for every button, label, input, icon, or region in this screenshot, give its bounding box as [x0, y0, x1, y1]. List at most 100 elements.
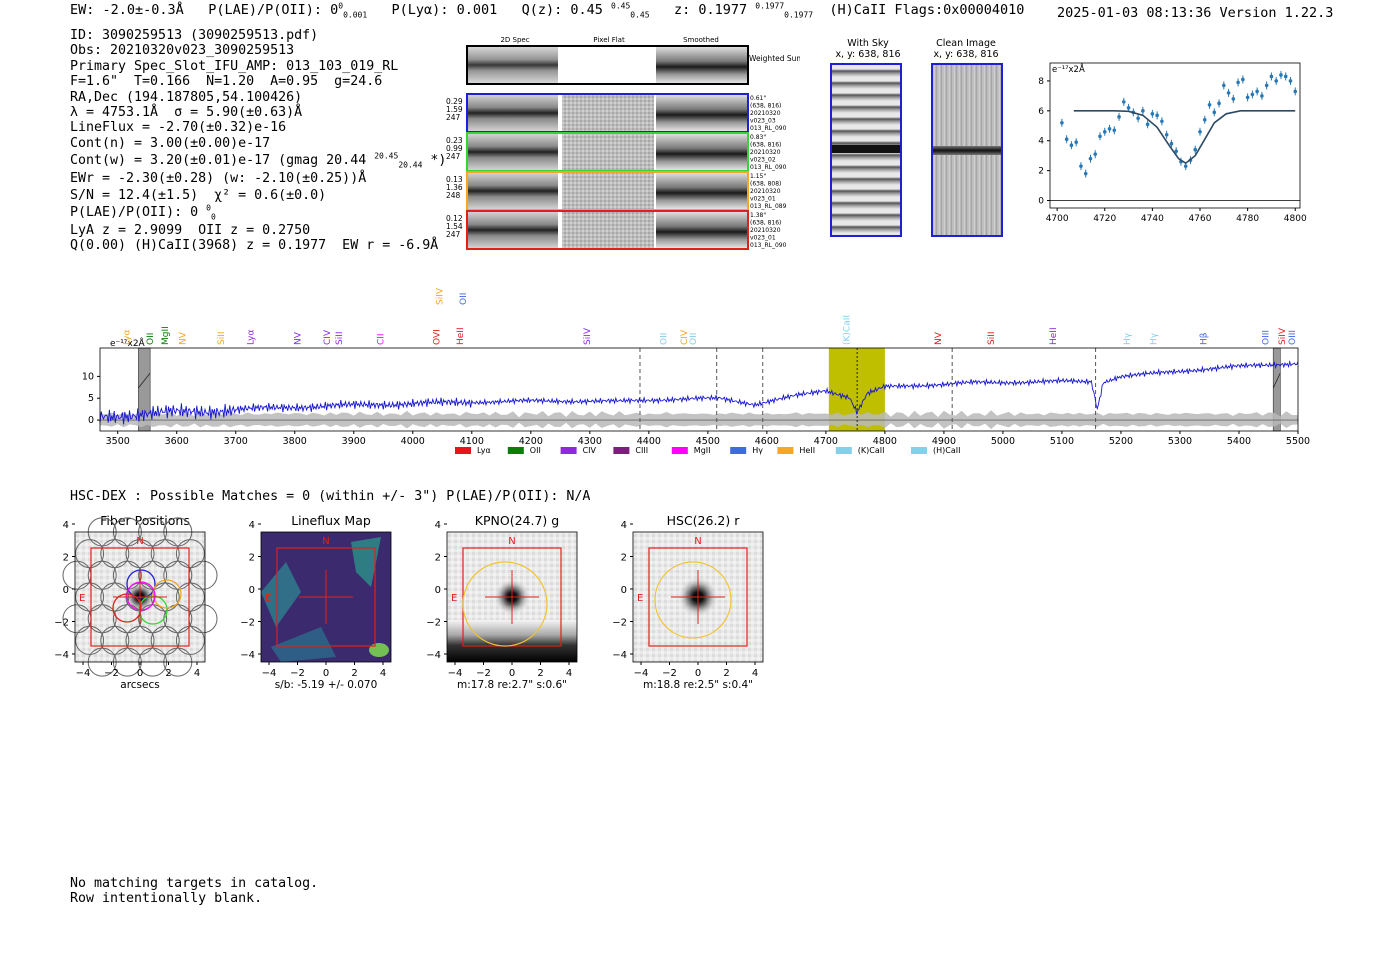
spec-line-marker-label: Hβ	[1200, 332, 1210, 345]
spec-xtick-label: 3700	[224, 436, 248, 447]
spec-legend-swatch	[835, 447, 852, 454]
spec-legend-swatch	[730, 447, 747, 454]
panel-xtick-label: 0	[323, 668, 329, 679]
panel-ytick-label: −4	[54, 650, 69, 661]
zoom-data-point	[1117, 115, 1121, 119]
zoom-data-point	[1231, 97, 1236, 101]
zoom-data-point	[1174, 149, 1178, 153]
zoom-data-point	[1102, 129, 1107, 134]
zoom-data-point	[1074, 140, 1078, 145]
spec-line-marker-label: SiII	[217, 331, 227, 345]
spec-xtick-label: 5300	[1168, 436, 1192, 447]
east-label: E	[451, 593, 457, 604]
fiber-circle	[163, 560, 193, 590]
zoom-ytick-label: 0	[1038, 197, 1044, 207]
zoom-data-point	[1141, 109, 1145, 113]
panel-xtick-label: 4	[380, 668, 386, 679]
header-line-flags: (H)CaII Flags:0x00004010	[829, 2, 1025, 18]
zoom-data-point	[1202, 118, 1207, 122]
zoom-data-point	[1112, 128, 1117, 133]
spec-line-marker-label: OIII	[1261, 330, 1271, 345]
cutout-row-right-label: v023_01	[750, 196, 776, 203]
panel-xtick-label: 2	[723, 668, 729, 679]
cutout-row-right-label: (638, 816)	[750, 220, 781, 227]
panel-ytick-label: −2	[54, 618, 69, 629]
col-header-smoothed: Smoothed	[683, 36, 719, 44]
ellipse-aperture	[462, 561, 548, 647]
cutout-row-left-label: 247	[446, 230, 461, 239]
spec-ytick-label: 5	[88, 393, 94, 404]
panel-xtick-label: 4	[752, 668, 758, 679]
info-sn: S/N = 12.4(±1.5) χ² = 0.6(±0.0)	[70, 188, 327, 204]
zoom-data-point	[1260, 94, 1264, 98]
panel-xtick-label: 0	[137, 668, 143, 679]
panel-xtick-label: 4	[566, 668, 572, 679]
zoom-data-point	[1212, 110, 1217, 115]
header-z: z: 0.1977 0.19770.1977	[673, 1, 814, 20]
zoom-xtick-label: 4780	[1236, 214, 1259, 224]
cutout-row-right-label: 013_RL_090	[750, 164, 787, 171]
spec-xtick-label: 5000	[991, 436, 1015, 447]
spec-legend-swatch	[613, 447, 630, 454]
info-radec: RA,Dec (194.187805,54.100426)	[70, 89, 303, 105]
panel-ytick-label: −4	[426, 650, 441, 661]
zoom-ytick-label: 6	[1038, 107, 1044, 117]
spec-xtick-label: 5400	[1227, 436, 1251, 447]
panel-xtick-label: 0	[695, 668, 701, 679]
weighted-row: Weighted Sum	[466, 45, 804, 85]
spec-line-marker-label: SiIV	[1278, 327, 1288, 345]
zoom-xtick-label: 4760	[1189, 214, 1212, 224]
cutout-row-right-label: v023_02	[750, 157, 776, 164]
spec-line-marker-label: Hγ	[1149, 332, 1159, 345]
info-lineflux: LineFlux = -2.70(±0.32)e-16	[70, 120, 287, 136]
zoom-data-point	[1169, 141, 1174, 146]
zoom-data-point	[1064, 137, 1069, 142]
fiber-circle	[100, 539, 130, 569]
full-spectrum-chart: 3500 3600 3700 3800 3900 4000 4100 4200 4300 4400…	[82, 287, 1310, 455]
panel-xtick-label: 4	[194, 668, 200, 679]
north-label: N	[508, 536, 515, 547]
zoom-data-point	[1164, 132, 1169, 137]
zoom-data-point	[1069, 143, 1074, 148]
clean-image-title: Clean Image x, y: 638, 816	[933, 38, 999, 60]
panel-caption: arcsecs	[120, 679, 159, 691]
zoom-data-point	[1226, 91, 1231, 95]
spec-line-marker-label: OIII	[1288, 330, 1298, 345]
highlighted-fiber-circle	[152, 579, 182, 609]
zoom-data-point	[1083, 171, 1088, 176]
cutout-row-left-label: 0.13	[446, 175, 463, 184]
spec-xtick-label: 5100	[1050, 436, 1074, 447]
panel-caption: m:17.8 re:2.7" s:0.6"	[457, 679, 567, 691]
cutout-row-left-label: 0.99	[446, 144, 463, 153]
highlighted-fiber-circle	[126, 569, 156, 599]
zoom-ytick-label: 8	[1038, 77, 1044, 87]
spec-xtick-label: 3800	[283, 436, 307, 447]
cutout-row-right-label: 0.83"	[750, 134, 766, 141]
panel-ytick-label: 2	[435, 553, 441, 564]
cutout-row-right-label: v023_03	[750, 118, 776, 125]
aperture-box	[276, 547, 376, 647]
panel-xtick-label: 2	[537, 668, 543, 679]
zoom-xtick-label: 4720	[1093, 214, 1116, 224]
panel-xtick-label: −2	[104, 668, 119, 679]
spec-xtick-label: 4900	[932, 436, 956, 447]
spec-flux-line	[99, 359, 1299, 425]
spec-xtick-label: 4100	[460, 436, 484, 447]
zoom-data-point	[1136, 116, 1140, 121]
zoom-data-point	[1107, 126, 1112, 131]
zoom-data-point	[1093, 152, 1098, 156]
east-label: E	[637, 593, 643, 604]
header-plya: P(Lyα): 0.001	[391, 2, 498, 18]
spec-legend-label: Lyα	[477, 446, 491, 455]
spec-legend-label: (K)CaII	[858, 446, 885, 455]
cutout-row-right-label: 0.61"	[750, 95, 766, 102]
cutout-row-right-label: 1.38"	[750, 212, 766, 219]
spec-line-marker-label: (K)CaII	[842, 315, 852, 345]
cutout-row-right-label: 013_RL_090	[750, 242, 787, 249]
panel-ytick-label: 4	[63, 520, 69, 531]
zoom-data-point	[1288, 79, 1293, 83]
